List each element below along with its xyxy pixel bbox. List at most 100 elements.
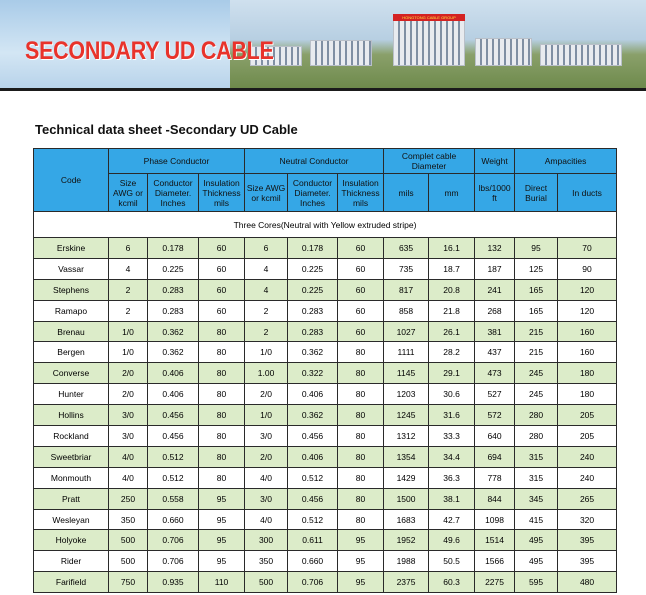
cell-neutral-insulation: 80 [337,362,385,385]
banner-title: SECONDARY UD CABLE [25,37,274,65]
cell-neutral-diameter: 0.178 [287,237,339,259]
cell-phase-diameter: 0.362 [147,320,199,343]
cell-phase-size: 2/0 [108,362,148,385]
cell-phase-insulation: 80 [197,362,246,385]
cell-phase-insulation: 80 [197,445,246,468]
header-weight: Weight [474,148,516,174]
cell-neutral-size: 1.00 [244,362,289,385]
building-left [250,46,302,66]
cell-in-ducts: 240 [557,466,618,489]
header-neutral-conductor: Neutral Conductor [244,148,385,174]
table-row: Monmouth 4/0 0.512 80 4/0 0.512 80 1429 36.3 778 3… [33,466,618,489]
table-row: Converse 2/0 0.406 80 1.00 0.322 80 1145 29.1 473… [33,362,618,385]
cell-phase-insulation: 110 [197,571,246,594]
cell-diameter-mm: 30.6 [428,383,476,406]
cell-phase-size: 500 [108,529,148,552]
cell-weight: 473 [474,362,516,385]
cell-code: Wesleyan [33,508,109,531]
cell-code: Hollins [33,404,109,427]
cell-phase-diameter: 0.456 [147,425,199,447]
cell-phase-diameter: 0.178 [147,237,199,259]
cell-direct-burial: 315 [514,466,559,489]
header-phase-conductor: Phase Conductor [107,148,246,174]
building-tower [393,18,465,66]
cell-diameter-mm: 28.2 [428,341,476,364]
table-row: Pratt 250 0.558 95 3/0 0.456 80 1500 38.1 844 345 2… [33,487,618,510]
cell-direct-burial: 95 [514,237,559,259]
cell-diameter-mm: 49.6 [428,529,476,552]
cell-neutral-insulation: 80 [337,487,385,510]
cell-in-ducts: 240 [557,445,618,468]
cell-diameter-mm: 38.1 [428,487,476,510]
cell-phase-diameter: 0.935 [147,571,199,594]
cell-phase-diameter: 0.512 [147,445,199,468]
cell-diameter-mm: 60.3 [428,571,476,594]
cell-code: Farifield [33,571,109,594]
header-phase-size: Size AWG or kcmil [108,173,148,212]
cell-neutral-insulation: 95 [337,571,385,594]
page-title: Technical data sheet -Secondary UD Cable [35,122,298,137]
cell-diameter-mm: 21.8 [428,299,476,322]
cell-code: Brenau [33,320,109,343]
cell-direct-burial: 495 [514,529,559,552]
cell-diameter-mils: 1027 [383,320,430,343]
header-banner: HONGTONG CABLE GROUP SECONDARY UD CABLE [0,0,646,88]
cell-neutral-diameter: 0.406 [287,445,339,468]
cell-diameter-mils: 1245 [383,404,430,427]
building-sign: HONGTONG CABLE GROUP [393,14,465,21]
cell-phase-insulation: 80 [197,383,246,406]
cell-diameter-mils: 817 [383,278,430,301]
table-row: Hunter 2/0 0.406 80 2/0 0.406 80 1203 30.6 527 245… [33,383,618,406]
cell-neutral-size: 1/0 [244,404,289,427]
cell-phase-size: 1/0 [108,341,148,364]
table-row: Stephens 2 0.283 60 4 0.225 60 817 20.8 241 165 120 [33,278,618,301]
cell-weight: 1514 [474,529,516,552]
cell-phase-insulation: 80 [197,341,246,364]
cell-diameter-mm: 18.7 [428,257,476,280]
building-right [475,38,532,66]
cell-direct-burial: 280 [514,425,559,447]
cell-direct-burial: 495 [514,550,559,573]
cell-neutral-insulation: 80 [337,404,385,427]
cell-phase-size: 6 [108,237,148,259]
header-direct-burial: Direct Burial [514,173,559,212]
cell-neutral-insulation: 95 [337,550,385,573]
cell-direct-burial: 245 [514,383,559,406]
cell-phase-insulation: 95 [197,508,246,531]
cell-diameter-mils: 735 [383,257,430,280]
cell-neutral-diameter: 0.322 [287,362,339,385]
cell-weight: 187 [474,257,516,280]
cell-neutral-size: 3/0 [244,487,289,510]
cell-in-ducts: 70 [557,237,618,259]
cell-neutral-size: 300 [244,529,289,552]
cell-direct-burial: 315 [514,445,559,468]
cell-phase-size: 750 [108,571,148,594]
cell-neutral-size: 4 [244,278,289,301]
cell-in-ducts: 480 [557,571,618,594]
cell-neutral-diameter: 0.512 [287,466,339,489]
header-neutral-insulation: Insulation Thickness mils [337,173,385,212]
cell-code: Pratt [33,487,109,510]
cell-neutral-insulation: 80 [337,383,385,406]
table-row: Erskine 6 0.178 60 6 0.178 60 635 16.1 132 95 70 [33,237,618,259]
cell-neutral-size: 350 [244,550,289,573]
cell-diameter-mils: 1988 [383,550,430,573]
cell-diameter-mils: 1500 [383,487,430,510]
cell-neutral-size: 4 [244,257,289,280]
header-phase-diameter: Conductor Diameter. Inches [147,173,199,212]
cell-in-ducts: 205 [557,425,618,447]
cell-phase-insulation: 95 [197,550,246,573]
cell-neutral-diameter: 0.362 [287,341,339,364]
cell-weight: 778 [474,466,516,489]
cell-in-ducts: 265 [557,487,618,510]
table-row: Vassar 4 0.225 60 4 0.225 60 735 18.7 187 125 90 [33,257,618,280]
cell-phase-diameter: 0.558 [147,487,199,510]
cell-code: Vassar [33,257,109,280]
cell-neutral-diameter: 0.660 [287,550,339,573]
cell-phase-size: 3/0 [108,425,148,447]
cell-direct-burial: 165 [514,278,559,301]
table-row: Sweetbriar 4/0 0.512 80 2/0 0.406 80 1354 34.4 69… [33,445,618,468]
cell-neutral-insulation: 60 [337,237,385,259]
cell-phase-insulation: 60 [197,299,246,322]
cell-diameter-mm: 42.7 [428,508,476,531]
